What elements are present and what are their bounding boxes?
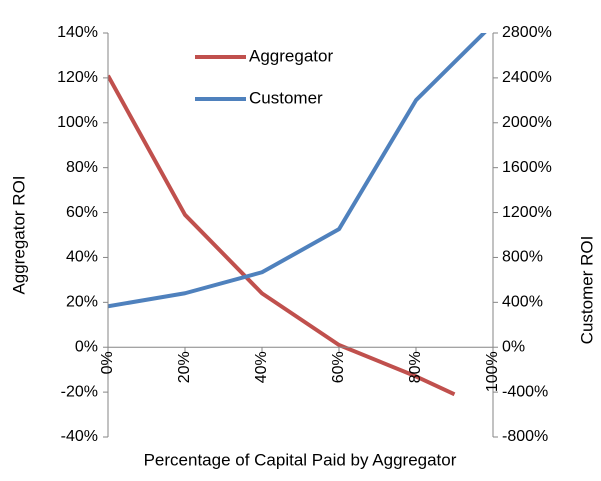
y2-tick-label: 800% — [502, 249, 543, 266]
x-tick-label: 40% — [253, 351, 270, 383]
plot-area — [108, 33, 487, 397]
y-tick-label: 0% — [75, 338, 98, 355]
y-tick-label: 140% — [57, 24, 98, 41]
y2-axis-title: Customer ROI — [577, 236, 596, 345]
y-tick-label: 100% — [57, 114, 98, 131]
y2-tick-label: 0% — [502, 338, 525, 355]
y-tick-label: 20% — [66, 294, 98, 311]
y2-tick-label: 1200% — [502, 204, 552, 221]
y2-tick-label: 2000% — [502, 114, 552, 131]
y2-tick-label: 1600% — [502, 159, 552, 176]
x-tick-label: 80% — [407, 351, 424, 383]
y-tick-label: 120% — [57, 69, 98, 86]
x-tick-label: 20% — [176, 351, 193, 383]
legend-label: Aggregator — [249, 46, 333, 65]
y-tick-label: -40% — [61, 428, 98, 445]
y-axis-title: Aggregator ROI — [9, 175, 28, 294]
y2-tick-label: 400% — [502, 294, 543, 311]
y-tick-label: 40% — [66, 249, 98, 266]
y-tick-label: 80% — [66, 159, 98, 176]
y-tick-label: -20% — [61, 383, 98, 400]
legend-label: Customer — [249, 88, 323, 107]
series-line — [108, 74, 456, 397]
y2-tick-label: 2400% — [502, 69, 552, 86]
x-axis-title: Percentage of Capital Paid by Aggregator — [144, 450, 457, 469]
y2-tick-label: 2800% — [502, 24, 552, 41]
y-tick-label: 60% — [66, 204, 98, 221]
x-tick-label: 0% — [99, 351, 116, 374]
x-tick-label: 60% — [330, 351, 347, 383]
y2-tick-label: -400% — [502, 383, 548, 400]
y2-tick-label: -800% — [502, 428, 548, 445]
series-line — [108, 33, 487, 309]
x-tick-label: 100% — [484, 351, 501, 392]
